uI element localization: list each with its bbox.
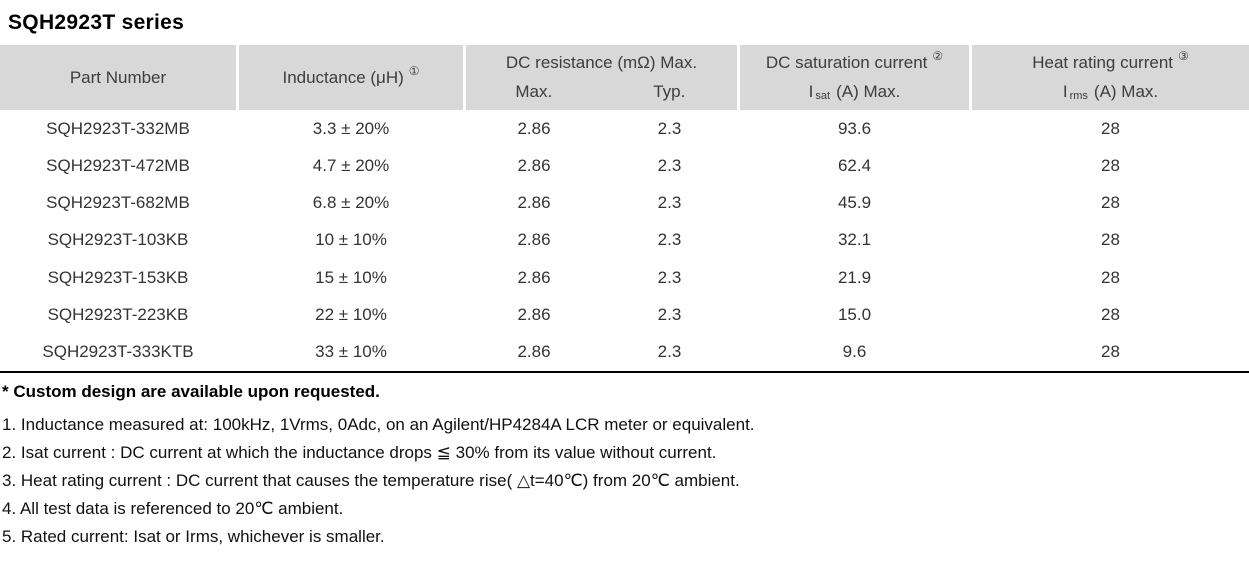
cell-isat: 45.9 xyxy=(837,193,872,213)
header-dc-resistance-label: DC resistance (mΩ) Max. xyxy=(505,53,698,73)
header-heat-rating-line2: I rms (A) Max. xyxy=(972,82,1249,102)
cell-part-number: SQH2923T-332MB xyxy=(46,118,190,138)
header-heat-rating-label: Heat rating current xyxy=(1032,53,1174,73)
header-inductance-line: Inductance (μH) ① xyxy=(239,64,463,88)
cell-isat: 93.6 xyxy=(837,118,872,138)
cell-part-number: SQH2923T-472MB xyxy=(46,155,190,175)
header-dc-resistance-line2: Max. Typ. xyxy=(466,82,737,102)
footnote-5: 5. Rated current: Isat or Irms, whicheve… xyxy=(2,527,385,546)
table-body: SQH2923T-332MB 3.3 ± 20% 2.86 2.3 93.6 2… xyxy=(0,110,1249,373)
cell-dcr-typ: 2.3 xyxy=(657,305,682,325)
cell-dcr-max: 2.86 xyxy=(517,305,551,325)
cell-dcr-max: 2.86 xyxy=(517,230,551,250)
header-irms-unit: (A) Max. xyxy=(1093,81,1159,101)
page-title: SQH2923T series xyxy=(8,11,185,34)
cell-isat: 9.6 xyxy=(842,342,867,362)
footnote-ref-2-icon: ② xyxy=(932,49,944,64)
cell-dcr-typ: 2.3 xyxy=(657,342,682,362)
table-row: SQH2923T-153KB 15 ± 10% 2.86 2.3 21.9 28 xyxy=(0,259,1249,296)
table-row: SQH2923T-682MB 6.8 ± 20% 2.86 2.3 45.9 2… xyxy=(0,185,1249,222)
table-row: SQH2923T-103KB 10 ± 10% 2.86 2.3 32.1 28 xyxy=(0,222,1249,259)
table-row: SQH2923T-223KB 22 ± 10% 2.86 2.3 15.0 28 xyxy=(0,296,1249,333)
cell-irms: 28 xyxy=(1101,155,1120,175)
cell-irms: 28 xyxy=(1101,118,1120,138)
footnote-3: 3. Heat rating current : DC current that… xyxy=(2,471,740,490)
header-part-number: Part Number xyxy=(0,45,236,110)
header-dcr-max-label: Max. xyxy=(515,81,553,101)
cell-irms: 28 xyxy=(1101,230,1120,250)
cell-isat: 62.4 xyxy=(837,155,872,175)
header-dc-resistance-line1: DC resistance (mΩ) Max. xyxy=(466,53,737,73)
footnote-ref-1-icon: ① xyxy=(408,63,420,78)
header-dc-saturation: DC saturation current ② I sat (A) Max. xyxy=(740,45,969,110)
footnote-ref-3-icon: ③ xyxy=(1178,49,1189,64)
cell-part-number: SQH2923T-153KB xyxy=(47,267,189,287)
header-inductance-label: Inductance (μH) xyxy=(282,67,404,87)
cell-part-number: SQH2923T-682MB xyxy=(46,193,190,213)
header-dc-saturation-label: DC saturation current xyxy=(765,53,928,73)
cell-dcr-typ: 2.3 xyxy=(657,230,682,250)
cell-inductance: 33 ± 10% xyxy=(315,342,387,362)
footnote-4: 4. All test data is referenced to 20℃ am… xyxy=(2,499,344,518)
cell-dcr-typ: 2.3 xyxy=(657,118,682,138)
cell-inductance: 15 ± 10% xyxy=(315,267,387,287)
cell-inductance: 4.7 ± 20% xyxy=(312,155,390,175)
header-isat-unit: (A) Max. xyxy=(836,81,901,101)
cell-dcr-max: 2.86 xyxy=(517,193,551,213)
cell-isat: 15.0 xyxy=(837,305,872,325)
header-part-number-label: Part Number xyxy=(69,67,167,87)
cell-inductance: 6.8 ± 20% xyxy=(312,193,390,213)
header-inductance: Inductance (μH) ① xyxy=(239,45,463,110)
footnote-2: 2. Isat current : DC current at which th… xyxy=(2,443,717,462)
cell-irms: 28 xyxy=(1101,305,1120,325)
cell-dcr-max: 2.86 xyxy=(517,342,551,362)
header-dc-saturation-line2: I sat (A) Max. xyxy=(740,82,969,102)
cell-inductance: 22 ± 10% xyxy=(315,305,387,325)
cell-dcr-typ: 2.3 xyxy=(657,267,682,287)
header-isat-subscript: sat xyxy=(815,89,831,102)
cell-dcr-max: 2.86 xyxy=(517,267,551,287)
cell-dcr-typ: 2.3 xyxy=(657,193,682,213)
header-isat-symbol: I xyxy=(808,81,814,101)
cell-isat: 32.1 xyxy=(837,230,872,250)
cell-part-number: SQH2923T-333KTB xyxy=(42,342,194,362)
header-dcr-typ-label: Typ. xyxy=(653,81,686,101)
table-row: SQH2923T-472MB 4.7 ± 20% 2.86 2.3 62.4 2… xyxy=(0,147,1249,184)
cell-dcr-max: 2.86 xyxy=(517,118,551,138)
cell-irms: 28 xyxy=(1101,193,1120,213)
cell-dcr-typ: 2.3 xyxy=(657,155,682,175)
custom-design-note: * Custom design are available upon reque… xyxy=(2,382,380,401)
table-header: Part Number Inductance (μH) ① DC resista… xyxy=(0,45,1249,110)
footnote-1: 1. Inductance measured at: 100kHz, 1Vrms… xyxy=(2,415,755,434)
cell-irms: 28 xyxy=(1101,342,1120,362)
cell-irms: 28 xyxy=(1101,267,1120,287)
cell-inductance: 3.3 ± 20% xyxy=(312,118,390,138)
cell-part-number: SQH2923T-103KB xyxy=(47,230,189,250)
cell-inductance: 10 ± 10% xyxy=(315,230,387,250)
header-heat-rating-line1: Heat rating current ③ xyxy=(972,49,1249,73)
header-irms-symbol: I xyxy=(1062,81,1068,101)
header-dc-resistance: DC resistance (mΩ) Max. Max. Typ. xyxy=(466,45,737,110)
footnotes: 1. Inductance measured at: 100kHz, 1Vrms… xyxy=(0,415,1249,555)
cell-isat: 21.9 xyxy=(837,267,872,287)
header-dc-saturation-line1: DC saturation current ② xyxy=(740,49,969,73)
header-heat-rating: Heat rating current ③ I rms (A) Max. xyxy=(972,45,1249,110)
cell-part-number: SQH2923T-223KB xyxy=(47,305,189,325)
header-irms-subscript: rms xyxy=(1069,89,1088,102)
table-row: SQH2923T-333KTB 33 ± 10% 2.86 2.3 9.6 28 xyxy=(0,334,1249,371)
cell-dcr-max: 2.86 xyxy=(517,155,551,175)
spec-table: Part Number Inductance (μH) ① DC resista… xyxy=(0,45,1249,373)
table-row: SQH2923T-332MB 3.3 ± 20% 2.86 2.3 93.6 2… xyxy=(0,110,1249,147)
